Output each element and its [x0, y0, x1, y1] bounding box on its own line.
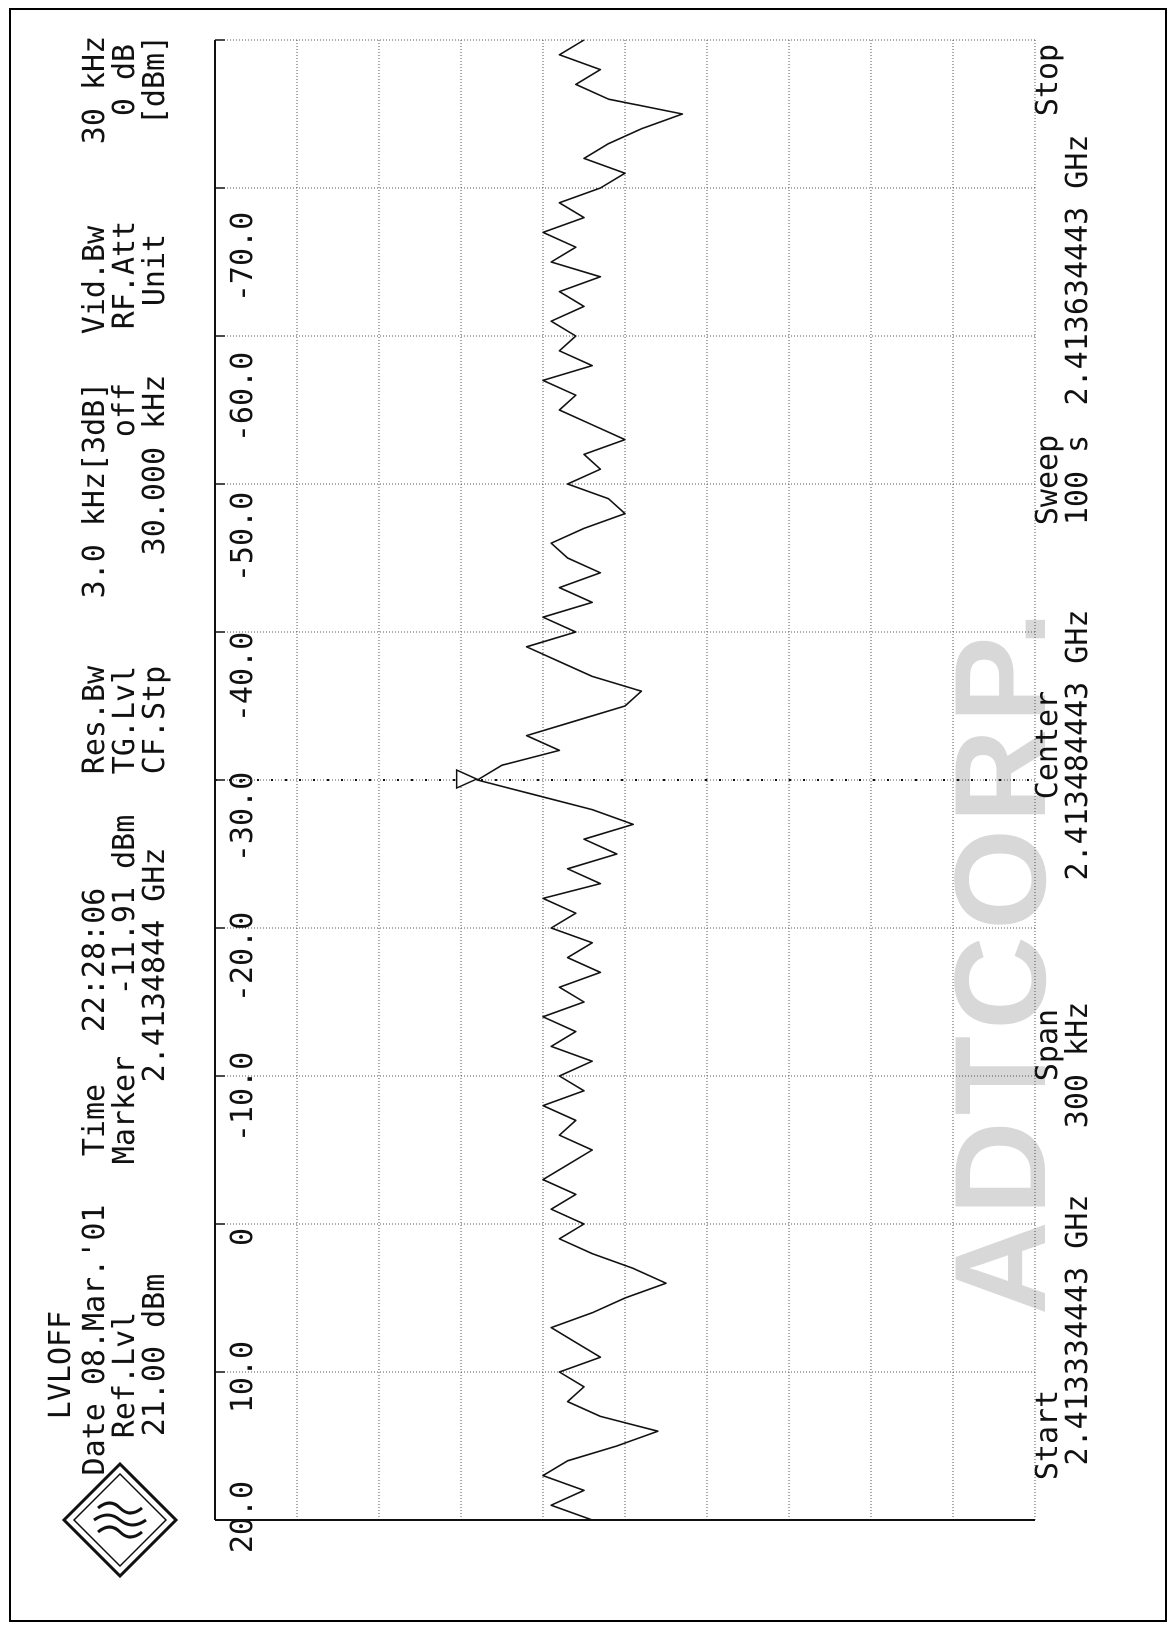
page-border [9, 8, 1167, 1622]
rs-logo-icon [61, 1461, 179, 1579]
marker-triangle [455, 768, 479, 790]
spectrum-trace [476, 39, 684, 1521]
